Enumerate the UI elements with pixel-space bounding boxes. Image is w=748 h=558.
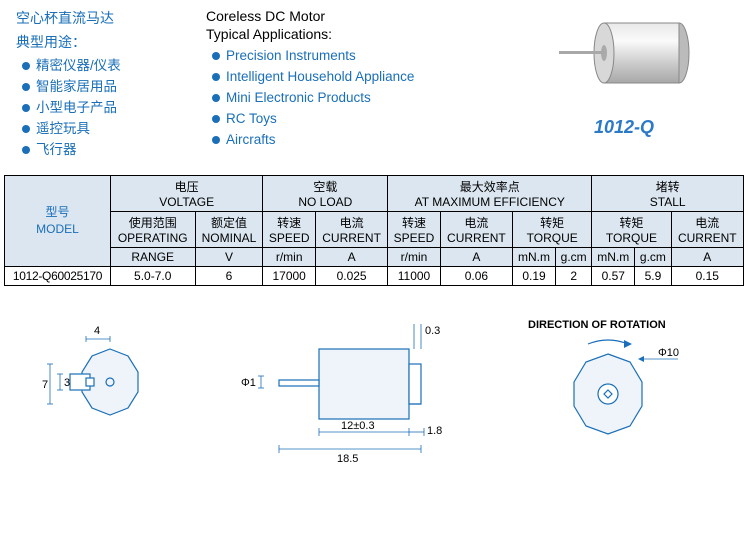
top-section: 空心杯直流马达 典型用途： 精密仪器/仪表 智能家居用品 小型电子产品 遥控玩具… (0, 0, 748, 161)
table-data-row: 1012-Q60025170 5.0-7.0 6 17000 0.025 110… (5, 266, 744, 285)
me-current-header: 电流CURRENT (440, 211, 512, 247)
unit-rmin: r/min (388, 247, 441, 266)
front-view-drawing: 4 3 7 (40, 314, 180, 444)
unit-gcm: g.cm (555, 247, 591, 266)
unit-a: A (440, 247, 512, 266)
dim-12: 12±0.3 (341, 420, 375, 432)
side-view-drawing: 0.3 Φ1 12±0.3 1.8 18.5 (229, 314, 469, 464)
list-item: 遥控玩具 (22, 119, 196, 140)
unit-rmin: r/min (263, 247, 316, 266)
table-header-row-3: RANGE V r/min A r/min A mN.m g.cm mN.m g… (5, 247, 744, 266)
list-item: Aircrafts (212, 130, 506, 151)
range-cell: 5.0-7.0 (110, 266, 195, 285)
dim-3: 3 (64, 377, 70, 389)
applications-cn-column: 空心杯直流马达 典型用途： 精密仪器/仪表 智能家居用品 小型电子产品 遥控玩具… (16, 8, 196, 161)
unit-mnm: mN.m (592, 247, 635, 266)
list-item: Precision Instruments (212, 46, 506, 67)
applications-cn-list: 精密仪器/仪表 智能家居用品 小型电子产品 遥控玩具 飞行器 (16, 56, 196, 161)
me-torque-header: 转矩TORQUE (513, 211, 592, 247)
unit-a: A (315, 247, 387, 266)
stall-header: 堵转 STALL (592, 175, 744, 211)
applications-en-list: Precision Instruments Intelligent Househ… (206, 46, 506, 151)
list-item: 智能家居用品 (22, 77, 196, 98)
nl-current-cell: 0.025 (315, 266, 387, 285)
noload-header: 空载 NO LOAD (263, 175, 388, 211)
list-item: 飞行器 (22, 140, 196, 161)
operating-header: 使用范围OPERATING (110, 211, 195, 247)
subtitle-cn: 典型用途： (16, 32, 196, 52)
dim-phi1: Φ1 (241, 377, 256, 389)
st-torque-mnm-cell: 0.57 (592, 266, 635, 285)
list-item: Intelligent Household Appliance (212, 67, 506, 88)
model-header: 型号 MODEL (5, 175, 111, 266)
unit-v: V (195, 247, 263, 266)
dim-4: 4 (94, 325, 100, 337)
title-cn: 空心杯直流马达 (16, 8, 196, 28)
model-label: 1012-Q (516, 117, 732, 138)
st-current-cell: 0.15 (671, 266, 743, 285)
list-item: 小型电子产品 (22, 98, 196, 119)
product-image-column: 1012-Q (516, 8, 732, 161)
list-item: Mini Electronic Products (212, 88, 506, 109)
technical-drawings: 4 3 7 0.3 Φ1 12±0.3 1.8 18 (0, 314, 748, 474)
st-torque-gcm-cell: 5.9 (635, 266, 671, 285)
motor-illustration (549, 8, 699, 98)
table-header-row-1: 型号 MODEL 电压 VOLTAGE 空载 NO LOAD 最大效率点 AT … (5, 175, 744, 211)
me-speed-header: 转速SPEED (388, 211, 441, 247)
part-number-cell: 1012-Q60025170 (5, 266, 111, 285)
st-torque-header: 转矩TORQUE (592, 211, 671, 247)
st-current-header: 电流CURRENT (671, 211, 743, 247)
unit-mnm: mN.m (513, 247, 556, 266)
me-speed-cell: 11000 (388, 266, 441, 285)
spec-table: 型号 MODEL 电压 VOLTAGE 空载 NO LOAD 最大效率点 AT … (4, 175, 744, 286)
nl-speed-cell: 17000 (263, 266, 316, 285)
dim-1.8: 1.8 (427, 425, 442, 437)
subtitle-en: Typical Applications: (206, 26, 506, 42)
rotation-view-drawing: DIRECTION OF ROTATION Φ10 (518, 314, 708, 464)
me-torque-gcm-cell: 2 (555, 266, 591, 285)
list-item: RC Toys (212, 109, 506, 130)
unit-a: A (671, 247, 743, 266)
dim-phi10: Φ10 (658, 347, 679, 359)
title-en: Coreless DC Motor (206, 8, 506, 24)
voltage-header: 电压 VOLTAGE (110, 175, 262, 211)
nl-speed-header: 转速SPEED (263, 211, 316, 247)
applications-en-column: Coreless DC Motor Typical Applications: … (206, 8, 506, 161)
unit-range: RANGE (110, 247, 195, 266)
dim-0.3: 0.3 (425, 325, 440, 337)
rotation-title: DIRECTION OF ROTATION (528, 319, 666, 331)
nominal-header: 额定值NOMINAL (195, 211, 263, 247)
dim-18.5: 18.5 (337, 453, 358, 464)
nl-current-header: 电流CURRENT (315, 211, 387, 247)
unit-gcm: g.cm (635, 247, 671, 266)
list-item: 精密仪器/仪表 (22, 56, 196, 77)
table-header-row-2: 使用范围OPERATING 额定值NOMINAL 转速SPEED 电流CURRE… (5, 211, 744, 247)
me-torque-mnm-cell: 0.19 (513, 266, 556, 285)
me-current-cell: 0.06 (440, 266, 512, 285)
dim-7: 7 (42, 379, 48, 391)
maxeff-header: 最大效率点 AT MAXIMUM EFFICIENCY (388, 175, 592, 211)
nominal-cell: 6 (195, 266, 263, 285)
